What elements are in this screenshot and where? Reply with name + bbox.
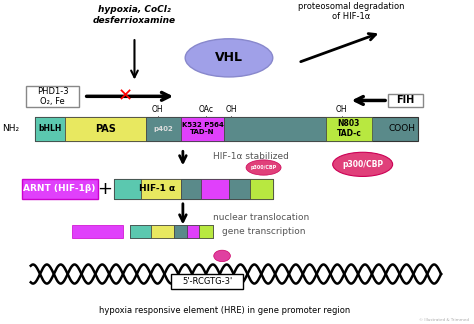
Bar bbox=[21, 179, 98, 199]
Bar bbox=[250, 179, 273, 199]
Text: p402: p402 bbox=[154, 126, 173, 132]
Text: PHD1-3
O₂, Fe: PHD1-3 O₂, Fe bbox=[37, 87, 68, 106]
Bar bbox=[114, 179, 273, 199]
Bar bbox=[326, 117, 372, 141]
Text: © Illustrated & Trimmed: © Illustrated & Trimmed bbox=[419, 318, 469, 322]
Bar bbox=[181, 117, 224, 141]
Bar bbox=[181, 179, 201, 199]
Text: OH: OH bbox=[226, 105, 237, 114]
Bar bbox=[199, 225, 213, 238]
Text: ✕: ✕ bbox=[118, 87, 133, 105]
Bar bbox=[36, 117, 418, 141]
Text: N803
TAD-c: N803 TAD-c bbox=[337, 119, 361, 138]
Bar bbox=[388, 94, 423, 107]
Text: ARNT (HIF-1β): ARNT (HIF-1β) bbox=[23, 184, 96, 193]
Ellipse shape bbox=[185, 39, 273, 77]
Text: 5'-RCGTG-3': 5'-RCGTG-3' bbox=[182, 277, 232, 286]
Ellipse shape bbox=[214, 250, 230, 262]
Text: OH: OH bbox=[336, 105, 348, 114]
Bar bbox=[72, 225, 123, 238]
Text: hypoxia responsive element (HRE) in gene promoter region: hypoxia responsive element (HRE) in gene… bbox=[99, 306, 350, 315]
Bar bbox=[146, 117, 181, 141]
Bar bbox=[141, 179, 181, 199]
Text: proteosomal degradation
of HIF-1α: proteosomal degradation of HIF-1α bbox=[298, 2, 404, 21]
Bar bbox=[36, 117, 65, 141]
Text: OH: OH bbox=[152, 105, 164, 114]
Bar bbox=[65, 117, 146, 141]
Text: K532 P564
TAD-N: K532 P564 TAD-N bbox=[182, 122, 223, 135]
Bar bbox=[229, 179, 250, 199]
Text: COOH: COOH bbox=[388, 124, 415, 133]
Bar bbox=[114, 179, 141, 199]
Text: nuclear translocation: nuclear translocation bbox=[213, 213, 309, 222]
Text: PAS: PAS bbox=[95, 123, 116, 133]
Text: +: + bbox=[97, 180, 112, 198]
Text: p300/CBP: p300/CBP bbox=[250, 165, 277, 170]
Text: OAc: OAc bbox=[199, 105, 213, 114]
Bar bbox=[201, 179, 229, 199]
Bar bbox=[188, 225, 199, 238]
Text: HIF-1α stabilized: HIF-1α stabilized bbox=[213, 152, 289, 161]
Bar bbox=[130, 225, 151, 238]
Text: hypoxia, CoCl₂
desferrioxamine: hypoxia, CoCl₂ desferrioxamine bbox=[93, 5, 176, 25]
Bar bbox=[224, 117, 326, 141]
Ellipse shape bbox=[333, 152, 392, 177]
Text: bHLH: bHLH bbox=[39, 124, 62, 133]
Text: FIH: FIH bbox=[396, 96, 414, 105]
Text: HIF-1 α: HIF-1 α bbox=[139, 184, 176, 193]
Text: p300/CBP: p300/CBP bbox=[342, 160, 383, 169]
Text: gene transcription: gene transcription bbox=[222, 227, 306, 236]
Ellipse shape bbox=[246, 160, 281, 175]
Bar bbox=[130, 225, 213, 238]
Bar bbox=[173, 225, 188, 238]
Text: NH₂: NH₂ bbox=[2, 124, 19, 133]
Bar bbox=[26, 86, 79, 107]
Bar bbox=[172, 274, 243, 289]
Bar bbox=[151, 225, 173, 238]
Text: VHL: VHL bbox=[215, 52, 243, 64]
